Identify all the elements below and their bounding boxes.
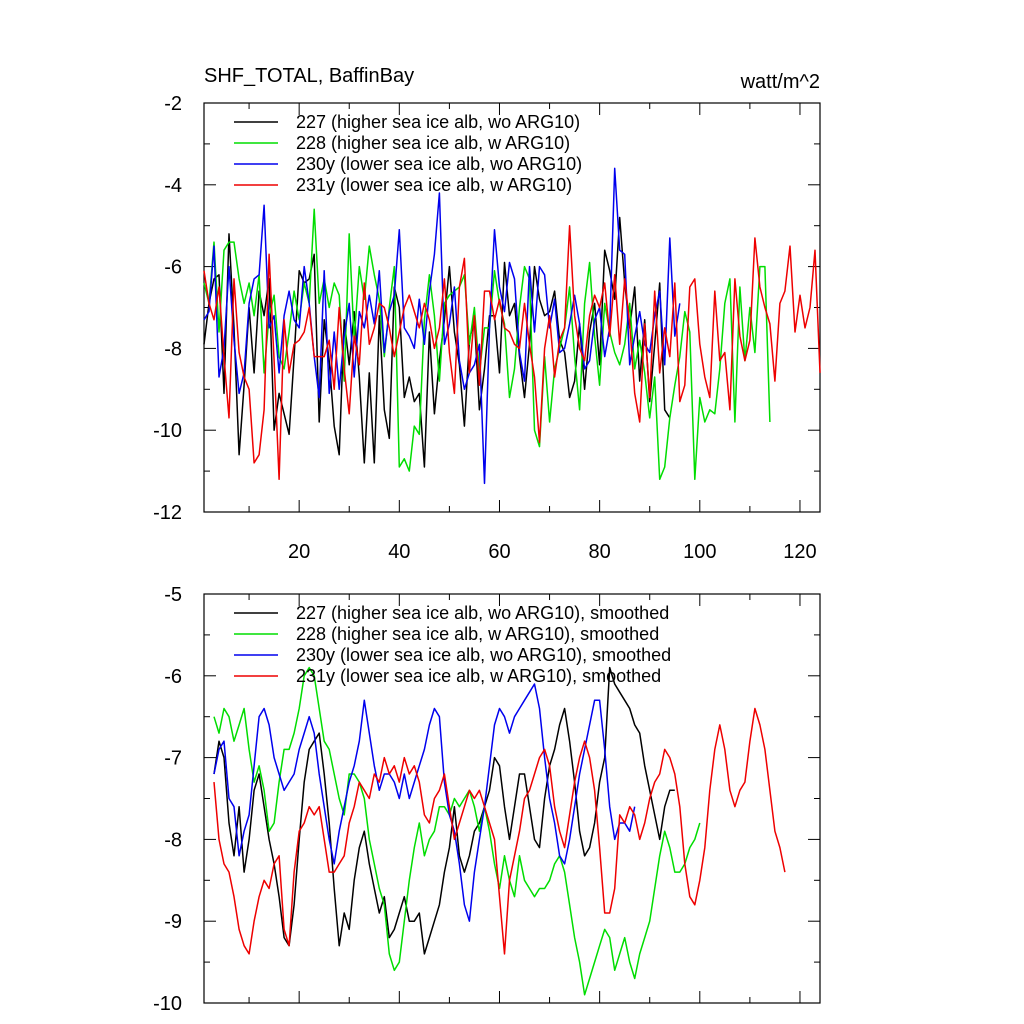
series-line bbox=[213, 707, 786, 955]
legend-label: 230y (lower sea ice alb, wo ARG10), smoo… bbox=[296, 645, 671, 665]
legend-label: 231y (lower sea ice alb, w ARG10) bbox=[296, 175, 572, 195]
series-line bbox=[213, 683, 636, 922]
top-panel: -2 -4 -6 -8 -10 -12 20 40 60 80 100 120 227 (higher … bbox=[153, 93, 821, 563]
y-tick-label: -4 bbox=[164, 175, 182, 197]
y-tick-label: -8 bbox=[164, 338, 182, 360]
x-tick-label: 20 bbox=[288, 541, 310, 563]
series-line bbox=[203, 224, 821, 481]
legend-label: 228 (higher sea ice alb, w ARG10), smoot… bbox=[296, 624, 659, 644]
chart-units: watt/m^2 bbox=[740, 71, 820, 93]
series-line bbox=[213, 666, 701, 996]
series-line bbox=[203, 208, 771, 481]
legend-label: 227 (higher sea ice alb, wo ARG10) bbox=[296, 112, 580, 132]
x-tick-label: 100 bbox=[683, 541, 716, 563]
y-tick-label: -2 bbox=[164, 93, 182, 115]
chart-title: SHF_TOTAL, BaffinBay bbox=[204, 65, 414, 87]
legend: 227 (higher sea ice alb, wo ARG10), smoo… bbox=[234, 603, 671, 686]
legend-label: 227 (higher sea ice alb, wo ARG10), smoo… bbox=[296, 603, 669, 623]
y-tick-label: -5 bbox=[164, 584, 182, 606]
x-tick-label: 80 bbox=[589, 541, 611, 563]
legend: 227 (higher sea ice alb, wo ARG10)228 (h… bbox=[234, 112, 582, 195]
x-tick-label: 60 bbox=[488, 541, 510, 563]
y-tick-label: -10 bbox=[153, 420, 182, 442]
y-tick-label: -6 bbox=[164, 257, 182, 279]
legend-label: 230y (lower sea ice alb, wo ARG10) bbox=[296, 154, 582, 174]
y-tick-label: -7 bbox=[164, 748, 182, 770]
x-tick-label: 120 bbox=[783, 541, 816, 563]
y-tick-label: -8 bbox=[164, 829, 182, 851]
bottom-panel: -5 -6 -7 -8 -9 -10 227 (higher sea ice alb, wo… bbox=[153, 584, 821, 1015]
y-tick-label: -10 bbox=[153, 993, 182, 1015]
y-tick-label: -9 bbox=[164, 911, 182, 933]
legend-label: 231y (lower sea ice alb, w ARG10), smoot… bbox=[296, 666, 661, 686]
y-tick-label: -12 bbox=[153, 502, 182, 524]
legend-label: 228 (higher sea ice alb, w ARG10) bbox=[296, 133, 570, 153]
x-tick-label: 40 bbox=[388, 541, 410, 563]
y-tick-label: -6 bbox=[164, 666, 182, 688]
